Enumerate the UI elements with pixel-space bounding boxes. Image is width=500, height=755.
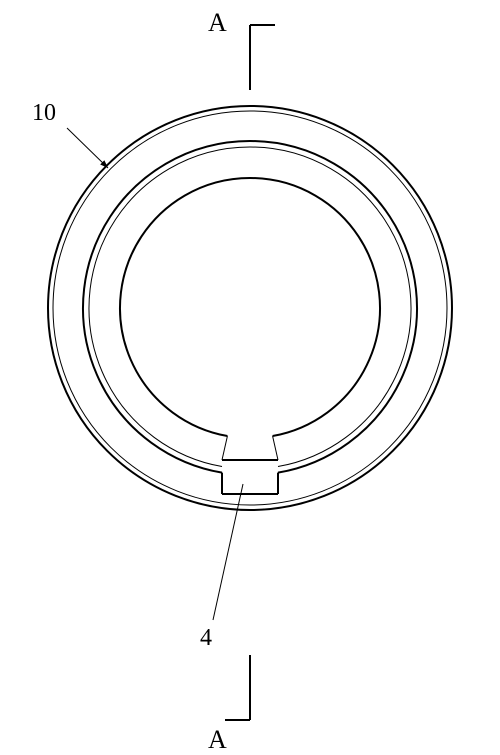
section-label-bottom: A: [208, 725, 227, 755]
technical-drawing: [0, 0, 500, 745]
callout-label-4: 4: [200, 625, 212, 652]
callout-label-10: 10: [32, 100, 56, 127]
section-label-top: A: [208, 8, 227, 38]
